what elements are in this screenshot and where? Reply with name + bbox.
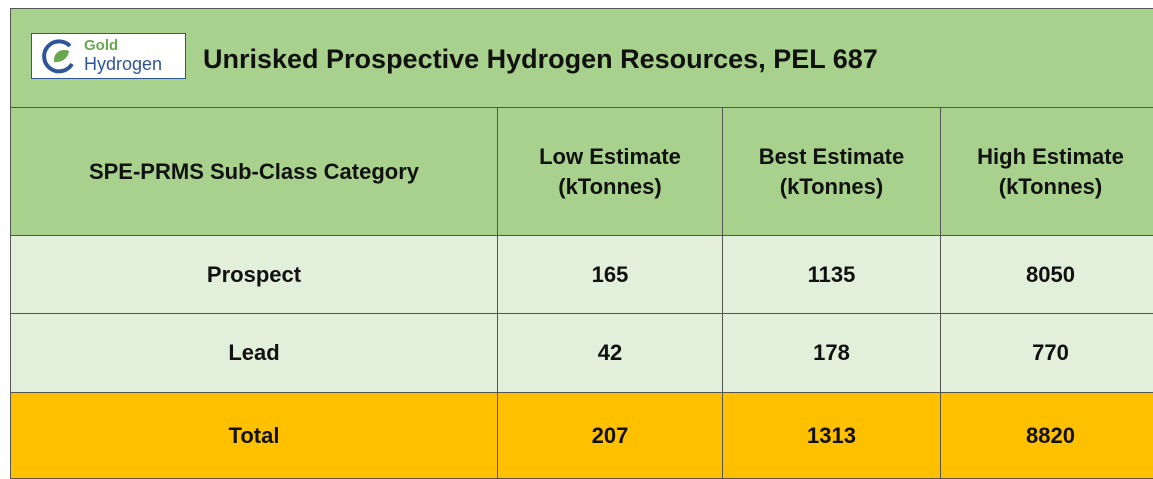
column-header: SPE-PRMS Sub-Class Category <box>10 107 498 236</box>
logo-brand-bottom: Hydrogen <box>84 54 163 74</box>
table-cell: 1313 <box>722 392 941 479</box>
row-label: Lead <box>10 313 498 393</box>
table-cell: 8050 <box>940 235 1153 314</box>
table-cell: 207 <box>497 392 723 479</box>
table-cell: 770 <box>940 313 1153 393</box>
logo-icon <box>42 39 74 74</box>
table-cell: 42 <box>497 313 723 393</box>
table-title: Unrisked Prospective Hydrogen Resources,… <box>203 43 878 74</box>
row-label: Prospect <box>10 235 498 314</box>
title-bar: Gold Hydrogen Unrisked Prospective Hydro… <box>10 8 1153 108</box>
table-cell: 1135 <box>722 235 941 314</box>
table-cell: 165 <box>497 235 723 314</box>
logo: Gold Hydrogen <box>31 33 186 79</box>
logo-brand-top: Gold <box>84 37 119 54</box>
page: Gold Hydrogen Unrisked Prospective Hydro… <box>10 8 1153 479</box>
column-header: Best Estimate (kTonnes) <box>722 107 941 236</box>
column-header: High Estimate (kTonnes) <box>940 107 1153 236</box>
table-cell: 8820 <box>940 392 1153 479</box>
column-header: Low Estimate (kTonnes) <box>497 107 723 236</box>
table-cell: 178 <box>722 313 941 393</box>
row-label: Total <box>10 392 498 479</box>
table-frame: Gold Hydrogen Unrisked Prospective Hydro… <box>10 8 1153 479</box>
